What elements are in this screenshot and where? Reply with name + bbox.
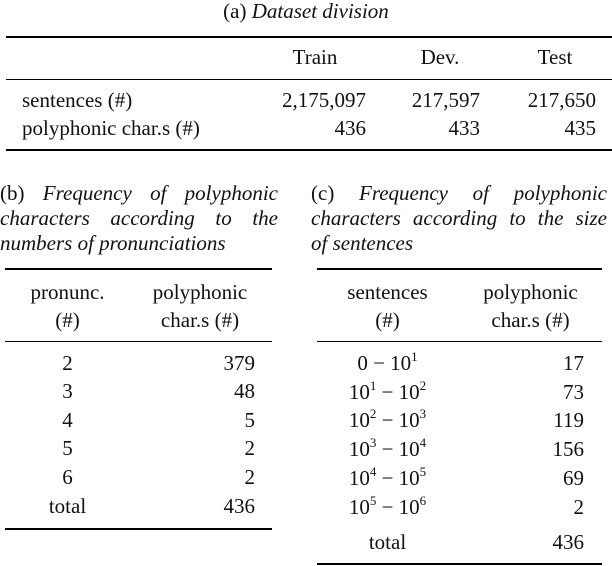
cell-range: 101 − 102 bbox=[320, 378, 455, 406]
range-to-exponent: 2 bbox=[419, 378, 427, 393]
range-to-exponent: 5 bbox=[419, 464, 427, 479]
cell-pronunc: total bbox=[48, 494, 87, 518]
column-header-polyphonic: polyphonic bbox=[152, 280, 248, 304]
cell-range: 104 − 105 bbox=[320, 464, 455, 492]
column-header-sentences: sentences bbox=[347, 280, 428, 304]
cell-range: 0 − 101 bbox=[320, 349, 455, 377]
range-from: 10 bbox=[348, 380, 370, 404]
cell-pronunc: 5 bbox=[62, 436, 73, 460]
range-dash: − bbox=[381, 408, 394, 432]
row-label: polyphonic char.s (#) bbox=[22, 116, 200, 140]
range-to-exponent: 4 bbox=[419, 435, 427, 450]
cell-count: 2 bbox=[244, 436, 256, 460]
range-dash: − bbox=[381, 466, 394, 490]
range-to: 10 bbox=[398, 466, 420, 490]
header-rule bbox=[317, 341, 602, 342]
cell-dev: 217,597 bbox=[411, 88, 480, 112]
cell-count: 436 bbox=[223, 494, 256, 518]
cell-range: 103 − 104 bbox=[320, 435, 455, 463]
range-from-exponent: 4 bbox=[369, 464, 377, 479]
cell-count: 69 bbox=[563, 466, 584, 490]
range-from-exponent: 3 bbox=[369, 435, 377, 450]
cell-count: 119 bbox=[553, 408, 584, 432]
range-to: 10 bbox=[390, 351, 412, 375]
cell-pronunc: 3 bbox=[62, 379, 73, 403]
header-rule bbox=[5, 341, 272, 342]
cell-range: 105 − 106 bbox=[320, 493, 455, 521]
range-from-exponent: 2 bbox=[369, 406, 377, 421]
cell-test: 435 bbox=[564, 116, 597, 140]
top-rule bbox=[5, 268, 272, 270]
top-rule bbox=[6, 36, 612, 38]
range-to: 10 bbox=[398, 380, 420, 404]
caption-line: characters according to the bbox=[0, 206, 278, 230]
cell-count: 73 bbox=[563, 380, 584, 404]
range-to: 10 bbox=[398, 437, 420, 461]
range-from: 10 bbox=[348, 466, 370, 490]
header-rule bbox=[6, 79, 612, 80]
cell-count: 379 bbox=[223, 351, 256, 375]
cell-count: 2 bbox=[573, 495, 585, 519]
cell-count: 2 bbox=[244, 465, 256, 489]
column-header-train: Train bbox=[292, 45, 338, 69]
cell-count: 436 bbox=[552, 530, 585, 554]
range-dash: − bbox=[381, 495, 394, 519]
column-header-polyphonic-unit: char.s (#) bbox=[160, 308, 240, 332]
range-to-exponent: 6 bbox=[419, 493, 427, 508]
caption-label: (b) bbox=[0, 181, 25, 205]
cell-train: 2,175,097 bbox=[282, 88, 366, 112]
column-header-polyphonic-unit: char.s (#) bbox=[491, 308, 570, 332]
column-header-sentences-unit: (#) bbox=[375, 308, 400, 332]
range-to: 10 bbox=[398, 408, 420, 432]
caption-label: (a) bbox=[223, 0, 247, 23]
cell-pronunc: 4 bbox=[62, 408, 73, 432]
range-to-exponent: 3 bbox=[419, 406, 427, 421]
caption-line: of sentences bbox=[311, 231, 414, 255]
cell-dev: 433 bbox=[448, 116, 481, 140]
top-rule bbox=[317, 268, 602, 270]
cell-pronunc: 2 bbox=[62, 351, 73, 375]
caption-title: Dataset division bbox=[251, 0, 389, 23]
cell-pronunc: 6 bbox=[62, 465, 73, 489]
bottom-rule bbox=[5, 528, 272, 530]
cell-test: 217,650 bbox=[527, 88, 596, 112]
range-from: 10 bbox=[348, 408, 370, 432]
caption-text: Frequency of polyphonic bbox=[359, 181, 608, 205]
range-dash: − bbox=[381, 380, 394, 404]
table-a-caption: (a) Dataset division bbox=[0, 0, 612, 24]
range-from-exponent: 1 bbox=[369, 378, 377, 393]
caption-line: (b) Frequency of polyphonic bbox=[0, 181, 278, 206]
cell-count: 48 bbox=[234, 379, 255, 403]
range-from: 10 bbox=[348, 495, 370, 519]
cell-train: 436 bbox=[334, 116, 367, 140]
cell-count: 17 bbox=[563, 351, 584, 375]
column-header-pronunc-unit: (#) bbox=[55, 308, 80, 332]
range-from-exponent: 5 bbox=[369, 493, 377, 508]
range-dash: − bbox=[381, 437, 394, 461]
column-header-dev: Dev. bbox=[420, 45, 460, 69]
cell-range: total bbox=[368, 530, 407, 554]
range-to-exponent: 1 bbox=[411, 349, 418, 364]
cell-count: 156 bbox=[552, 437, 585, 461]
column-header-polyphonic: polyphonic bbox=[483, 280, 578, 304]
range-dash: − bbox=[373, 351, 385, 375]
row-label: sentences (#) bbox=[22, 88, 133, 112]
caption-line: characters according to the size bbox=[311, 206, 607, 230]
caption-text: Frequency of polyphonic bbox=[42, 181, 278, 205]
table-c-caption: (c) Frequency of polyphonic characters a… bbox=[311, 181, 607, 256]
cell-range: 102 − 103 bbox=[320, 406, 455, 434]
table-b-caption: (b) Frequency of polyphonic characters a… bbox=[0, 181, 278, 256]
caption-line: (c) Frequency of polyphonic bbox=[311, 181, 607, 206]
cell-count: 5 bbox=[244, 408, 256, 432]
bottom-rule bbox=[6, 149, 612, 151]
caption-line: numbers of pronunciations bbox=[0, 231, 226, 255]
bottom-rule bbox=[317, 563, 602, 565]
column-header-test: Test bbox=[537, 45, 573, 69]
range-from: 0 bbox=[357, 351, 368, 375]
caption-label: (c) bbox=[311, 181, 335, 205]
range-to: 10 bbox=[398, 495, 420, 519]
range-from: 10 bbox=[348, 437, 370, 461]
column-header-pronunc: pronunc. bbox=[30, 280, 105, 304]
